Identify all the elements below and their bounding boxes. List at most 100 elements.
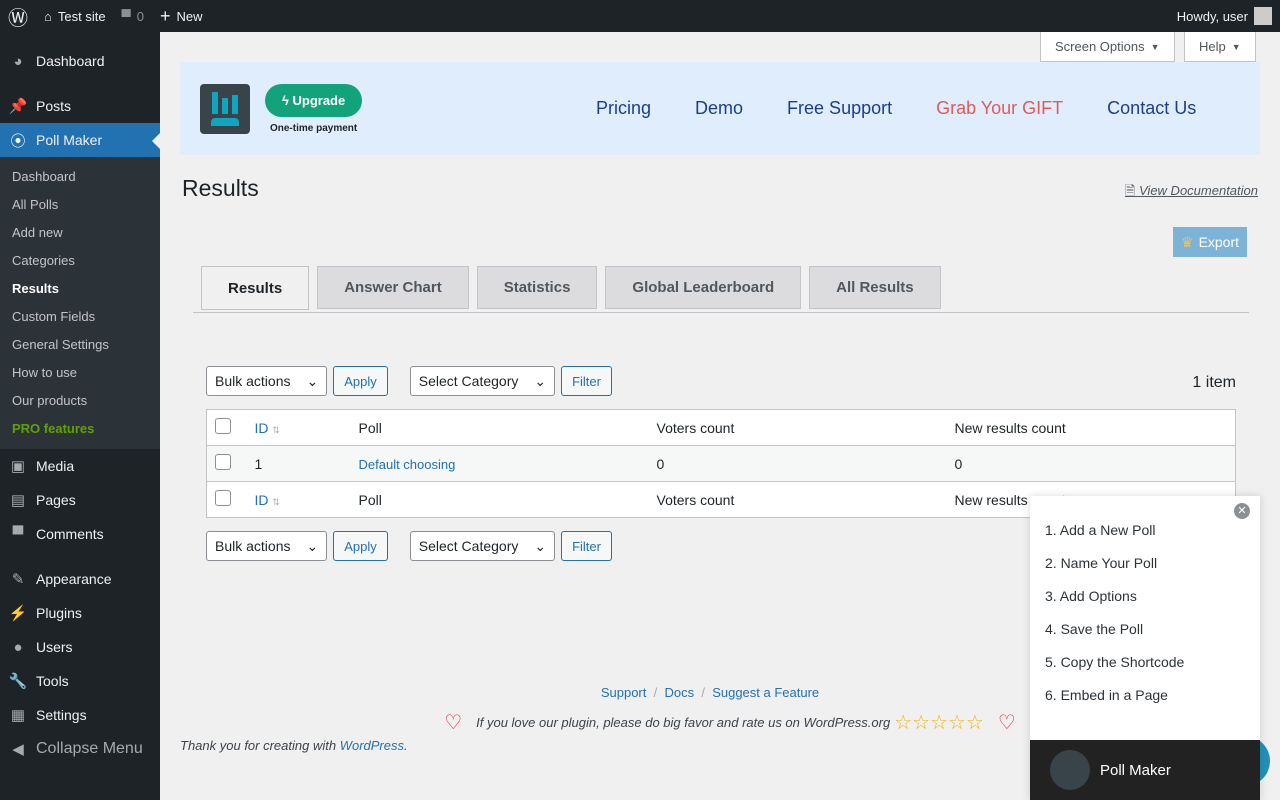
category-select[interactable]: Select Category ⌄ (409, 531, 556, 561)
menu-posts[interactable]: 📌 Posts (0, 89, 160, 123)
voters-column-header: Voters count (656, 491, 735, 508)
submenu-dashboard[interactable]: Dashboard (12, 169, 76, 184)
one-time-payment-text: One-time payment (269, 122, 358, 134)
upgrade-button[interactable]: ϟ Upgrade (265, 83, 363, 117)
menu-settings[interactable]: ▦ Settings (0, 698, 160, 732)
suggest-feature-link[interactable]: Suggest a Feature (712, 685, 820, 700)
footer-thanks: Thank you for creating with WordPress. (180, 738, 408, 753)
crown-icon: ♛ (1181, 233, 1194, 250)
new-link[interactable]: + New (152, 0, 211, 32)
poll-link[interactable]: Default choosing (358, 456, 456, 472)
collapse-icon: ◀ (12, 741, 24, 758)
menu-plugins[interactable]: ⚡ Plugins (0, 596, 160, 630)
submenu-general-settings[interactable]: General Settings (12, 337, 109, 352)
screen-options-button[interactable]: Screen Options ▼ (1040, 32, 1175, 62)
bulk-actions-select[interactable]: Bulk actions ⌄ (206, 531, 328, 561)
site-link[interactable]: ⌂ Test site (36, 0, 114, 32)
comment-icon: ▀ (12, 525, 24, 543)
menu-label: Pages (36, 492, 76, 508)
submenu-all-polls[interactable]: All Polls (12, 197, 59, 212)
menu-media[interactable]: ▣ Media (0, 449, 160, 483)
filter-button[interactable]: Filter (561, 531, 612, 561)
bulk-actions-select[interactable]: Bulk actions ⌄ (206, 366, 328, 396)
filter-button[interactable]: Filter (561, 366, 612, 396)
step-1[interactable]: 1. Add a New Poll (1045, 522, 1156, 538)
docs-link[interactable]: Docs (664, 685, 695, 700)
nav-free-support[interactable]: Free Support (787, 98, 893, 118)
menu-poll-maker[interactable]: ⦿ Poll Maker (0, 123, 160, 157)
row-checkbox[interactable] (215, 454, 231, 470)
nav-pricing[interactable]: Pricing (596, 98, 652, 118)
main-content: Screen Options ▼ Help ▼ ϟ Upgrade One-time… (160, 32, 1280, 800)
menu-label: Poll Maker (36, 132, 103, 148)
collapse-menu[interactable]: ◀ Collapse Menu (0, 732, 160, 766)
step-3[interactable]: 3. Add Options (1045, 588, 1137, 604)
wordpress-logo-icon[interactable]: Ⓦ (8, 7, 28, 30)
export-label: Export (1198, 234, 1240, 250)
submenu-results[interactable]: Results (12, 281, 59, 296)
submenu-pro-features[interactable]: PRO features (12, 421, 95, 436)
media-icon: ▣ (10, 458, 26, 475)
rating-stars[interactable]: ☆☆☆☆☆ (894, 712, 984, 734)
select-all-checkbox[interactable] (215, 490, 231, 506)
bottom-tablenav: Bulk actions ⌄ Apply Select Category ⌄ Fil… (206, 531, 612, 561)
sort-icon: ⇅ (272, 496, 280, 507)
submenu-custom-fields[interactable]: Custom Fields (12, 309, 96, 324)
tab-all-results[interactable]: All Results (809, 266, 941, 309)
row-voters: 0 (648, 445, 947, 482)
step-6[interactable]: 6. Embed in a Page (1045, 687, 1168, 703)
id-header-label: ID (254, 491, 269, 508)
submenu-how-to-use[interactable]: How to use (12, 365, 78, 380)
apply-button[interactable]: Apply (333, 366, 388, 396)
menu-label: Appearance (36, 571, 112, 587)
menu-dashboard[interactable]: ◕ Dashboard (0, 44, 160, 78)
new-label: New (176, 8, 203, 24)
admin-sidebar: ◕ Dashboard 📌 Posts ⦿ Poll Maker Dashboard … (0, 32, 160, 800)
menu-tools[interactable]: 🔧 Tools (0, 664, 160, 698)
pages-icon: ▤ (10, 492, 26, 509)
results-tabs: Results Answer Chart Statistics Global L… (193, 266, 1249, 313)
category-label: Select Category (418, 373, 519, 389)
heart-icon: ♡ (444, 712, 463, 734)
close-icon[interactable]: ✕ (1234, 503, 1250, 519)
tab-global-leaderboard[interactable]: Global Leaderboard (605, 266, 802, 309)
step-5[interactable]: 5. Copy the Shortcode (1045, 654, 1185, 670)
nav-grab-gift[interactable]: Grab Your GIFT (936, 98, 1064, 118)
tab-statistics[interactable]: Statistics (476, 266, 598, 309)
poll-maker-logo (200, 83, 250, 134)
plugin-icon: ⚡ (8, 605, 28, 622)
wordpress-link[interactable]: WordPress (339, 738, 404, 753)
menu-users[interactable]: ● Users (0, 630, 160, 664)
apply-button[interactable]: Apply (333, 531, 388, 561)
tab-results[interactable]: Results (201, 266, 310, 310)
submenu-categories[interactable]: Categories (12, 253, 75, 268)
menu-comments[interactable]: ▀ Comments (0, 517, 160, 551)
nav-demo[interactable]: Demo (695, 98, 744, 118)
submenu-add-new[interactable]: Add new (12, 225, 63, 240)
tab-answer-chart[interactable]: Answer Chart (317, 266, 469, 309)
home-icon: ⌂ (44, 8, 52, 24)
account-menu[interactable]: Howdy, user (1177, 0, 1272, 32)
export-button[interactable]: ♛ Export (1173, 227, 1248, 257)
submenu-our-products[interactable]: Our products (12, 393, 88, 408)
comments-link[interactable]: ▀ 0 (114, 0, 152, 32)
promo-banner: ϟ Upgrade One-time payment Pricing Demo … (180, 62, 1260, 155)
id-column-header[interactable]: ID ⇅ (247, 482, 351, 518)
nav-contact-us[interactable]: Contact Us (1107, 98, 1197, 118)
step-2[interactable]: 2. Name Your Poll (1045, 555, 1158, 571)
row-id: 1 (246, 445, 351, 482)
category-select[interactable]: Select Category ⌄ (409, 366, 556, 396)
id-column-header[interactable]: ID ⇅ (247, 410, 351, 446)
menu-pages[interactable]: ▤ Pages (0, 483, 160, 517)
top-tablenav: Bulk actions ⌄ Apply Select Category ⌄ Fil… (206, 366, 612, 396)
caret-down-icon: ▼ (1231, 41, 1241, 52)
pin-icon: 📌 (8, 98, 28, 115)
help-button[interactable]: Help ▼ (1184, 32, 1256, 62)
popup-title: Poll Maker (1100, 761, 1171, 779)
view-documentation-link[interactable]: 🗎 View Documentation (1125, 182, 1258, 204)
select-all-checkbox[interactable] (215, 418, 231, 434)
chevron-down-icon: ⌄ (534, 372, 547, 389)
step-4[interactable]: 4. Save the Poll (1045, 621, 1144, 637)
support-link[interactable]: Support (600, 685, 647, 700)
menu-appearance[interactable]: ✎ Appearance (0, 562, 160, 596)
